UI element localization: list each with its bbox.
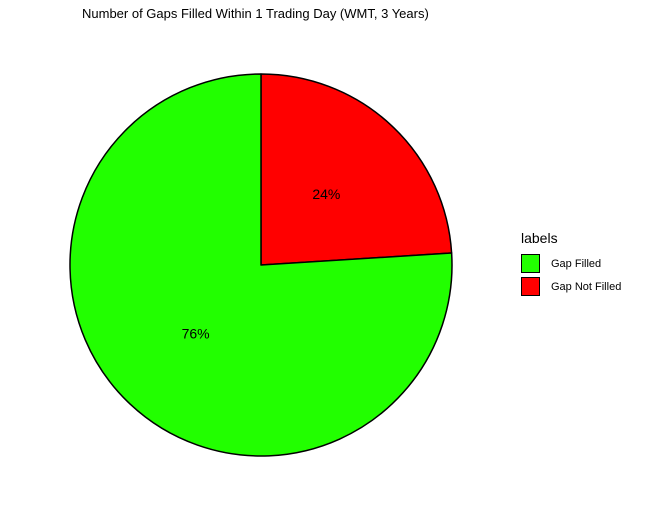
legend-item-gap-filled: Gap Filled	[521, 252, 621, 275]
legend-label-gap-filled: Gap Filled	[551, 257, 602, 270]
legend-swatch-gap-filled	[521, 254, 540, 273]
legend: labels Gap Filled Gap Not Filled	[521, 230, 621, 298]
legend-label-gap-not-filled: Gap Not Filled	[551, 280, 622, 293]
chart-title: Number of Gaps Filled Within 1 Trading D…	[82, 6, 429, 21]
legend-title: labels	[521, 230, 558, 246]
legend-items: Gap Filled Gap Not Filled	[521, 252, 621, 298]
legend-item-gap-not-filled: Gap Not Filled	[521, 275, 621, 298]
pie-slice-gap-not-filled	[260, 73, 453, 266]
slice-label-gap-not-filled: 24%	[312, 186, 340, 202]
pie-slice-gap-filled	[69, 73, 453, 457]
legend-swatch-gap-not-filled	[521, 277, 540, 296]
slice-label-gap-filled: 76%	[182, 325, 210, 341]
